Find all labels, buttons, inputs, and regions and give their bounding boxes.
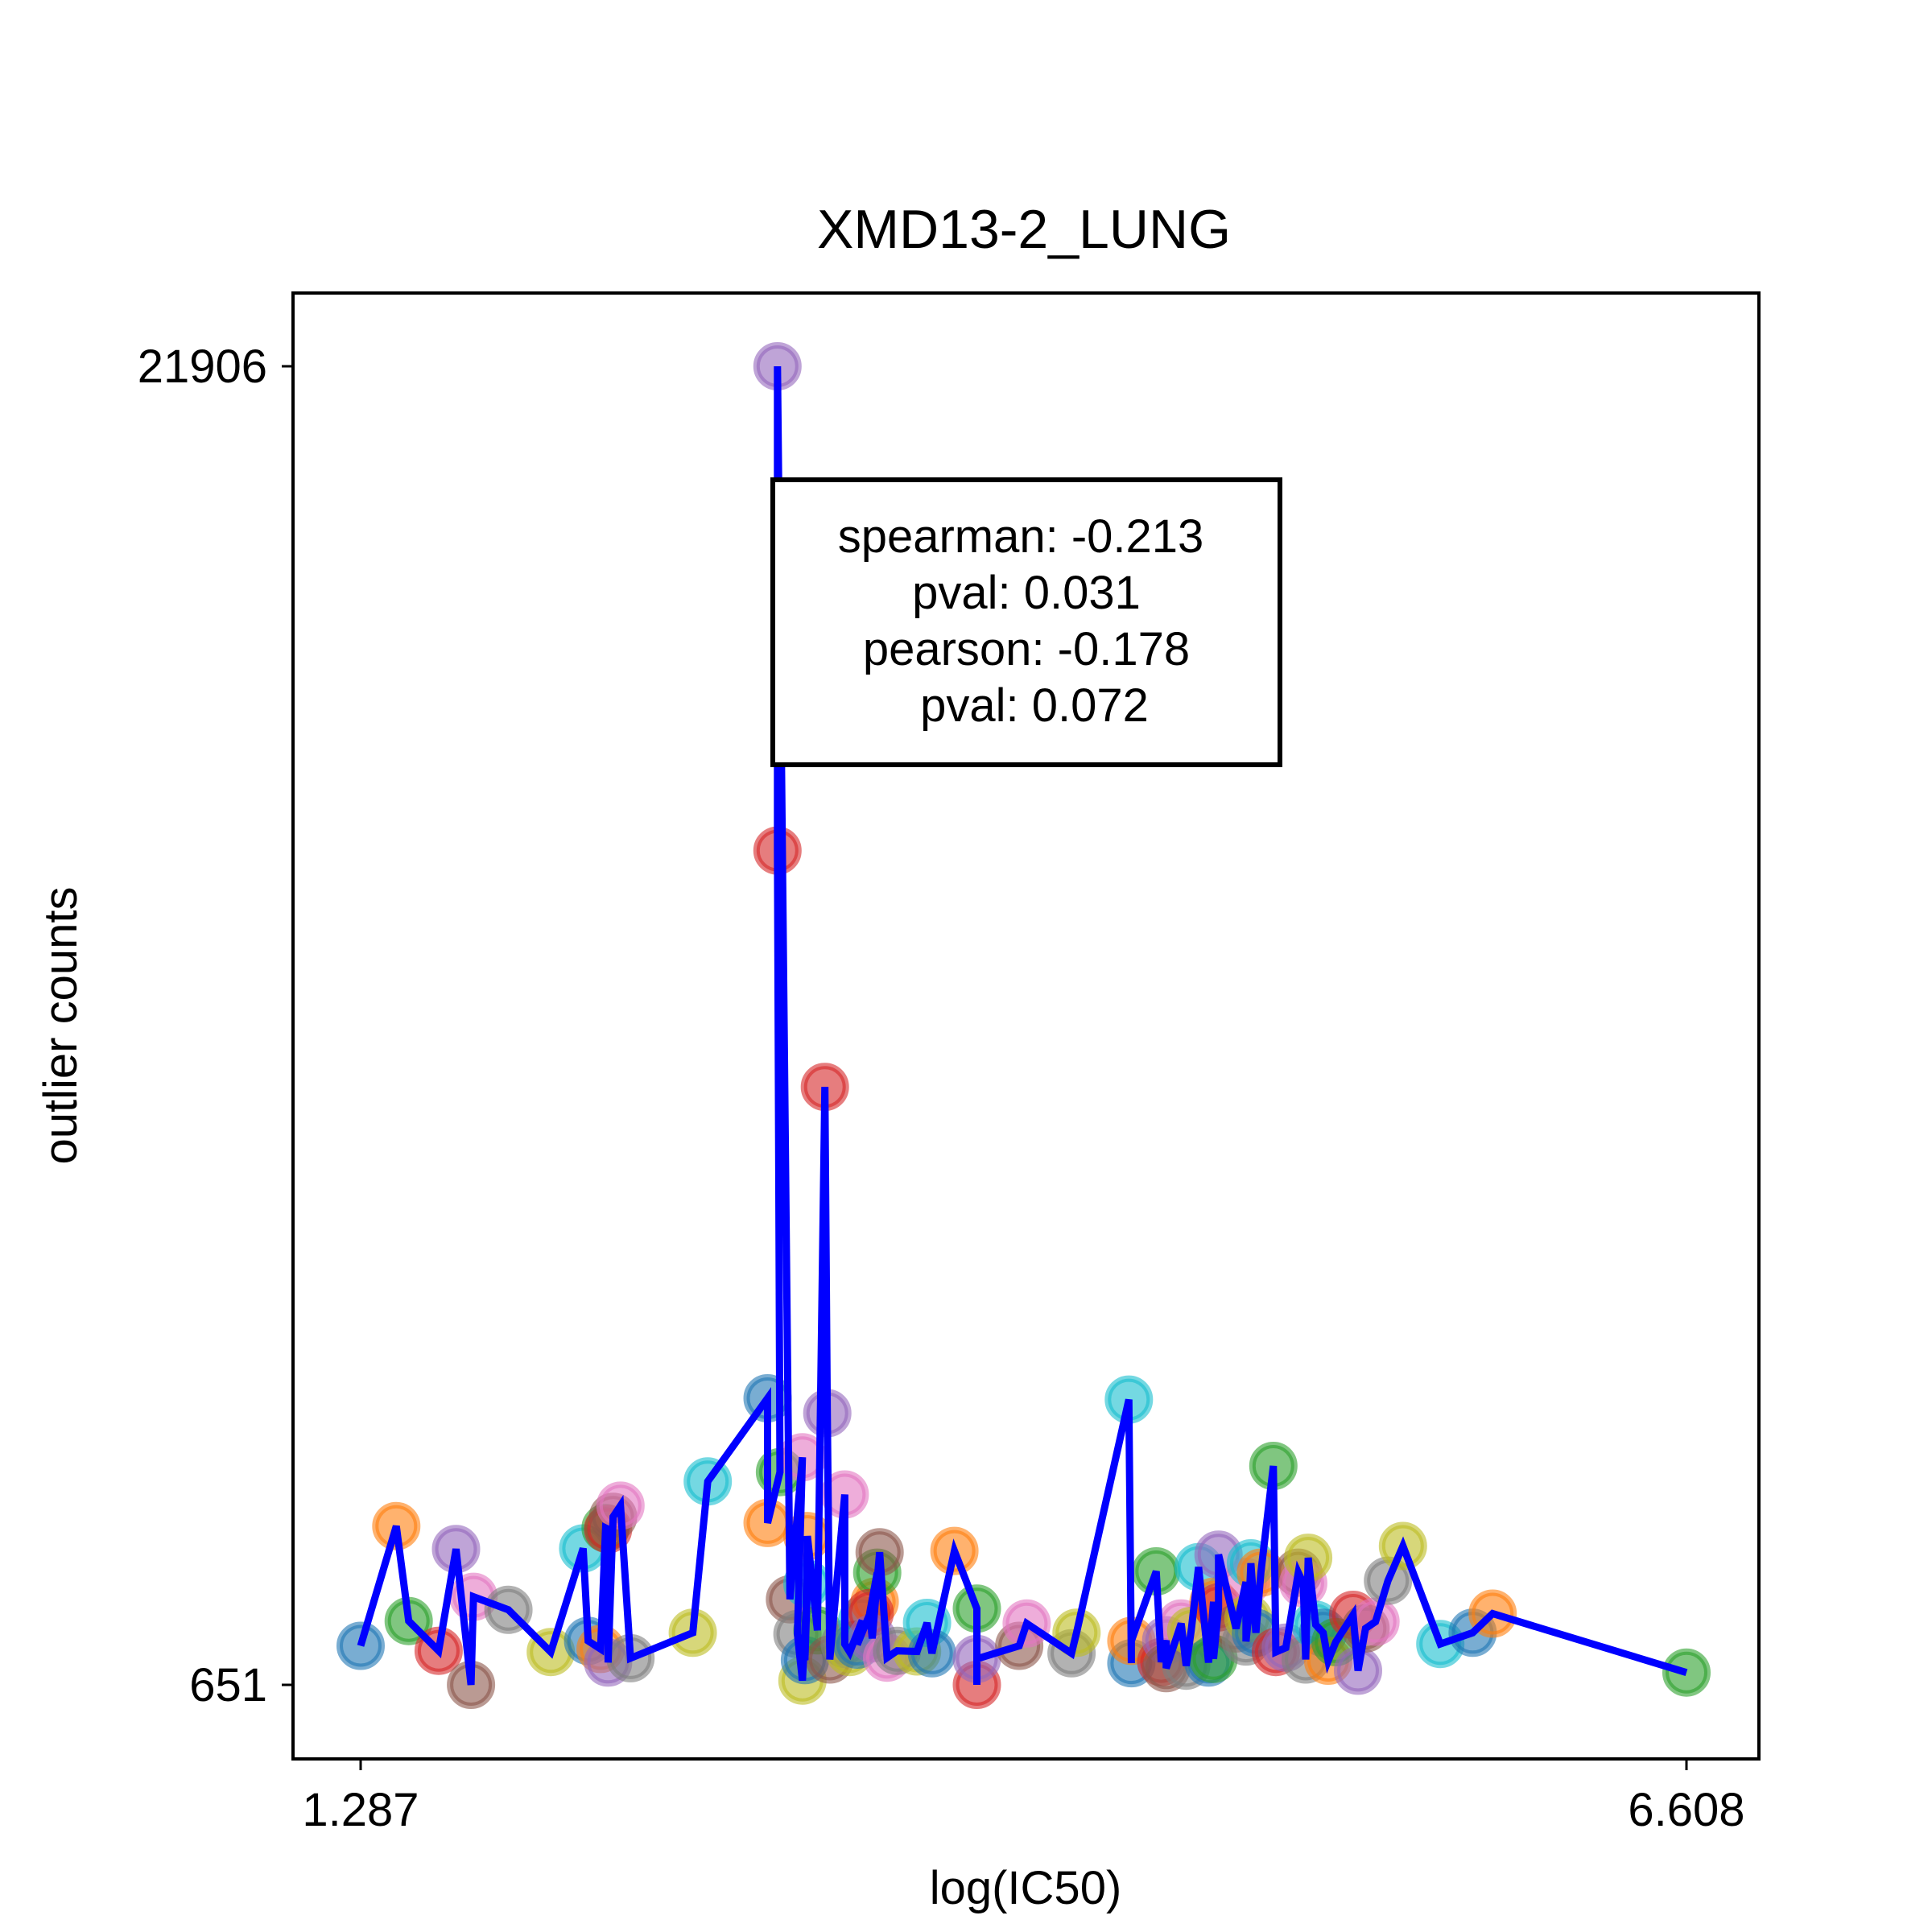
y-tick-label-bottom: 651 xyxy=(189,1659,267,1711)
spearman-pval: pval: 0.031 xyxy=(912,567,1141,619)
series-line xyxy=(357,365,1688,1686)
spearman-stat: spearman: -0.213 xyxy=(838,510,1204,563)
plot-frame xyxy=(291,291,1761,1761)
y-axis-label: outlier counts xyxy=(35,887,87,1165)
stats-annotation: spearman: -0.213 pval: 0.031 pearson: -0… xyxy=(770,477,1282,767)
x-tick-label-right: 6.608 xyxy=(1628,1784,1744,1836)
x-axis-label: log(IC50) xyxy=(930,1862,1122,1914)
x-axis: 1.287 6.608 log(IC50) xyxy=(302,1759,1745,1914)
y-tick-label-top: 21906 xyxy=(138,341,267,393)
y-axis: 21906 651 outlier counts xyxy=(35,341,293,1711)
chart-title: XMD13-2_LUNG xyxy=(817,199,1231,260)
x-tick-label-left: 1.287 xyxy=(302,1784,419,1836)
pearson-pval: pval: 0.072 xyxy=(920,679,1149,732)
pearson-stat: pearson: -0.178 xyxy=(863,623,1190,675)
stats-box xyxy=(770,477,1282,767)
